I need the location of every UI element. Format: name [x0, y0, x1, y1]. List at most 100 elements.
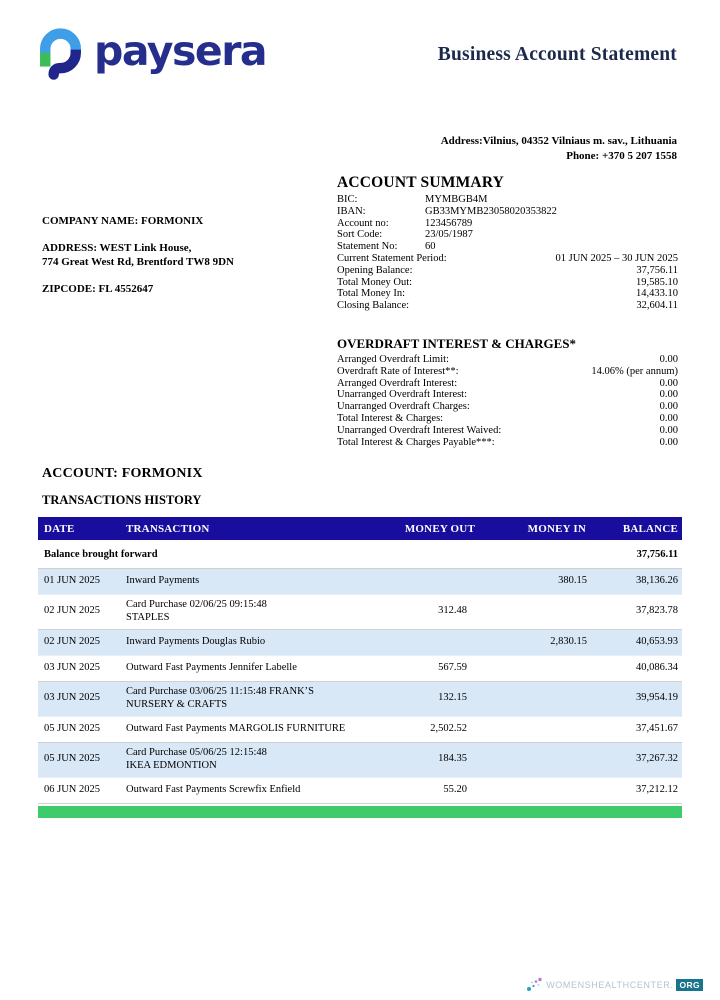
transaction-row: 05 JUN 2025 Card Purchase 05/06/25 12:15:…	[38, 742, 682, 777]
kv-value: 32,604.11	[636, 300, 678, 312]
kv-row: Total Interest & Charges Payable***: 0.00	[337, 437, 678, 449]
kv-label: Sort Code:	[337, 229, 383, 241]
kv-row: Account no: 123456789	[337, 218, 678, 230]
kv-value: 19,585.10	[636, 276, 678, 288]
watermark-org-badge: ORG	[676, 978, 703, 991]
kv-label: Opening Balance:	[337, 264, 413, 276]
money-out-cell: 132.15	[438, 692, 467, 704]
kv-value: 0.00	[659, 412, 678, 424]
transactions-table: DATE TRANSACTION MONEY OUT MONEY IN BALA…	[38, 517, 682, 804]
kv-row: Total Money In: 14,433.10	[337, 288, 678, 300]
overdraft-rows: Arranged Overdraft Limit: 0.00 Overdraft R…	[337, 354, 678, 448]
kv-value: 123456789	[425, 217, 473, 229]
date-cell: 03 JUN 2025	[44, 692, 101, 704]
kv-value: 0.00	[659, 389, 678, 401]
kv-value: 60	[425, 241, 436, 253]
transactions-history-heading: TRANSACTIONS HISTORY	[42, 493, 202, 507]
paysera-logo: paysera	[38, 28, 268, 81]
kv-row: Sort Code: 23/05/1987	[337, 229, 678, 241]
watermark-text: WOMENSHEALTHCENTER.	[546, 979, 674, 990]
kv-value: 14,433.10	[636, 288, 678, 300]
money-in-cell	[480, 742, 592, 777]
kv-row: Arranged Overdraft Interest: 0.00	[337, 378, 678, 390]
kv-value: 23/05/1987	[425, 229, 473, 241]
table-footer-green-bar	[38, 805, 682, 818]
kv-label: Current Statement Period:	[337, 252, 447, 264]
kv-value: GB33MYMB23058020353822	[425, 205, 557, 217]
date-cell: 03 JUN 2025	[44, 661, 101, 673]
kv-value: 14.06% (per annum)	[591, 365, 678, 377]
company-zipcode: ZIPCODE: FL 4552647	[42, 283, 154, 295]
transaction-cell: Outward Fast Payments Jennifer Labelle	[126, 661, 297, 673]
column-header-money-out: MONEY OUT	[382, 517, 480, 542]
kv-row: Statement No: 60	[337, 241, 678, 253]
kv-value: 0.00	[659, 436, 678, 448]
money-in-cell	[480, 681, 592, 716]
kv-value: 01 JUN 2025 – 30 JUN 2025	[555, 252, 678, 264]
company-name: COMPANY NAME: FORMONIX	[42, 215, 204, 227]
paysera-logo-icon	[40, 28, 81, 80]
money-out-cell: 567.59	[438, 661, 467, 673]
kv-value: 0.00	[659, 377, 678, 389]
balance-cell: 37,267.32	[636, 753, 678, 765]
kv-label: Overdraft Rate of Interest**:	[337, 365, 459, 377]
column-header-balance: BALANCE	[592, 517, 682, 542]
transactions-table-header: DATE TRANSACTION MONEY OUT MONEY IN BALA…	[38, 517, 682, 542]
transaction-cell: Card Purchase 02/06/25 09:15:48 STAPLES	[126, 599, 267, 623]
date-cell: 06 JUN 2025	[44, 783, 101, 795]
kv-row: BIC: MYMBGB4M	[337, 194, 678, 206]
kv-row: Closing Balance: 32,604.11	[337, 300, 678, 312]
transaction-cell: Outward Fast Payments Screwfix Enfield	[126, 783, 301, 795]
transaction-cell: Card Purchase 05/06/25 12:15:48 IKEA EDMO…	[126, 747, 267, 771]
company-info: COMPANY NAME: FORMONIX ADDRESS: WEST Lin…	[42, 214, 234, 296]
money-in-cell	[480, 777, 592, 803]
column-header-transaction: TRANSACTION	[120, 517, 382, 542]
kv-row: IBAN: GB33MYMB23058020353822	[337, 206, 678, 218]
account-summary-figure-rows: Current Statement Period: 01 JUN 2025 – 3…	[337, 253, 678, 312]
money-out-cell	[382, 629, 480, 655]
balance-cell: 40,086.34	[636, 661, 678, 673]
money-out-cell	[382, 541, 480, 568]
bank-contact: Address:Vilnius, 04352 Vilniaus m. sav.,…	[441, 134, 677, 164]
kv-label: Unarranged Overdraft Interest Waived:	[337, 424, 502, 436]
date-cell: 02 JUN 2025	[44, 605, 101, 617]
balance-brought-forward-row: Balance brought forward 37,756.11	[38, 541, 682, 568]
account-summary-section: ACCOUNT SUMMARY BIC: MYMBGB4M IBAN: GB33MYM…	[337, 175, 678, 312]
balance-cell: 37,823.78	[636, 605, 678, 617]
column-header-date: DATE	[38, 517, 120, 542]
kv-row: Total Interest & Charges: 0.00	[337, 413, 678, 425]
kv-row: Unarranged Overdraft Charges: 0.00	[337, 401, 678, 413]
balance-cell: 38,136.26	[636, 574, 678, 586]
money-in-cell	[480, 716, 592, 742]
date-cell: 05 JUN 2025	[44, 753, 101, 765]
kv-row: Overdraft Rate of Interest**: 14.06% (per…	[337, 366, 678, 378]
money-in-cell	[480, 541, 592, 568]
kv-value: MYMBGB4M	[425, 194, 488, 205]
transaction-cell: Outward Fast Payments MARGOLIS FURNITURE	[126, 722, 346, 734]
overdraft-section: OVERDRAFT INTEREST & CHARGES* Arranged O…	[337, 337, 678, 448]
money-in-cell: 2,830.15	[550, 635, 587, 647]
kv-label: Arranged Overdraft Limit:	[337, 354, 449, 365]
transaction-row: 05 JUN 2025 Outward Fast Payments MARGOLI…	[38, 716, 682, 742]
kv-value: 37,756.11	[636, 264, 678, 276]
overdraft-heading: OVERDRAFT INTEREST & CHARGES*	[337, 336, 576, 351]
kv-row: Total Money Out: 19,585.10	[337, 277, 678, 289]
watermark-dots-icon	[527, 977, 542, 991]
kv-label: IBAN:	[337, 205, 366, 217]
kv-row: Arranged Overdraft Limit: 0.00	[337, 354, 678, 366]
kv-label: BIC:	[337, 194, 358, 205]
date-cell: 05 JUN 2025	[44, 722, 101, 734]
money-in-cell	[480, 655, 592, 681]
kv-label: Total Money Out:	[337, 276, 413, 288]
balance-cell: 40,653.93	[636, 635, 678, 647]
money-in-cell: 380.15	[558, 574, 587, 586]
kv-row: Current Statement Period: 01 JUN 2025 – 3…	[337, 253, 678, 265]
kv-label: Total Money In:	[337, 288, 406, 300]
transaction-row: 01 JUN 2025 Inward Payments 380.15 38,136.2…	[38, 568, 682, 594]
transaction-row: 02 JUN 2025 Card Purchase 02/06/25 09:15:…	[38, 594, 682, 629]
kv-value: 0.00	[659, 424, 678, 436]
kv-label: Statement No:	[337, 241, 398, 253]
kv-label: Unarranged Overdraft Interest:	[337, 389, 468, 401]
kv-label: Unarranged Overdraft Charges:	[337, 401, 470, 413]
